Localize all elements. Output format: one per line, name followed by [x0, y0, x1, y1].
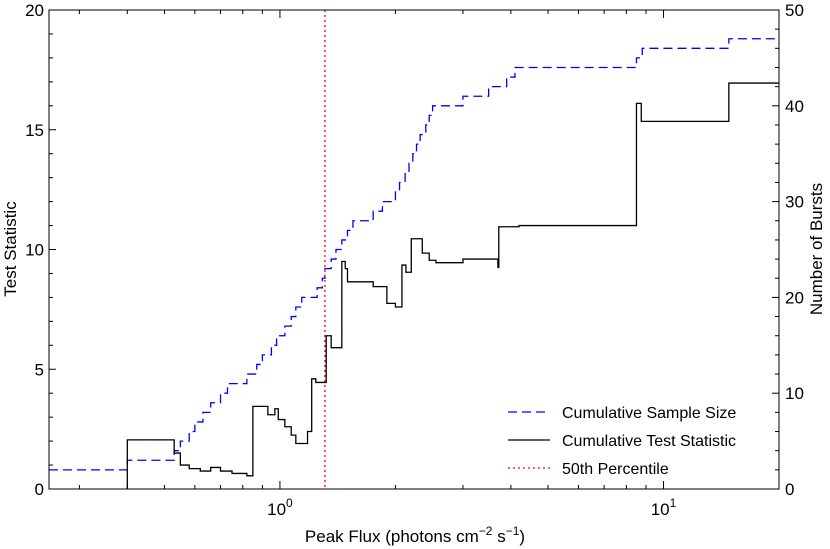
y-right-tick-label: 30	[785, 193, 804, 212]
plot-area	[49, 10, 779, 489]
y-axis-label: Test Statistic	[1, 201, 20, 297]
y-tick-label: 5	[35, 360, 44, 379]
y-tick-label: 0	[35, 480, 44, 499]
y-right-tick-label: 10	[785, 384, 804, 403]
x-tick-label: 101	[651, 496, 677, 519]
y-tick-label: 20	[25, 1, 44, 20]
y-right-tick-label: 20	[785, 288, 804, 307]
series-line-1	[126, 82, 779, 489]
x-axis-label: Peak Flux (photons cm−2 s−1)	[305, 524, 525, 546]
legend-label-2: 50th Percentile	[562, 461, 669, 478]
legend-label-0: Cumulative Sample Size	[562, 405, 736, 422]
y-right-tick-label: 50	[785, 1, 804, 20]
y-tick-label: 15	[25, 121, 44, 140]
y-right-tick-label: 0	[785, 480, 794, 499]
axes: 0 5 10 15 20 0 10 20 30 40 50 100 101	[25, 1, 804, 519]
legend: Cumulative Sample Size Cumulative Test St…	[508, 405, 736, 478]
series-line-0	[49, 38, 779, 471]
y-tick-label: 10	[25, 241, 44, 260]
x-tick-label: 100	[267, 496, 293, 519]
y-axis-right-label: Number of Bursts	[807, 183, 826, 315]
legend-label-1: Cumulative Test Statistic	[562, 433, 736, 450]
y-right-tick-label: 40	[785, 97, 804, 116]
